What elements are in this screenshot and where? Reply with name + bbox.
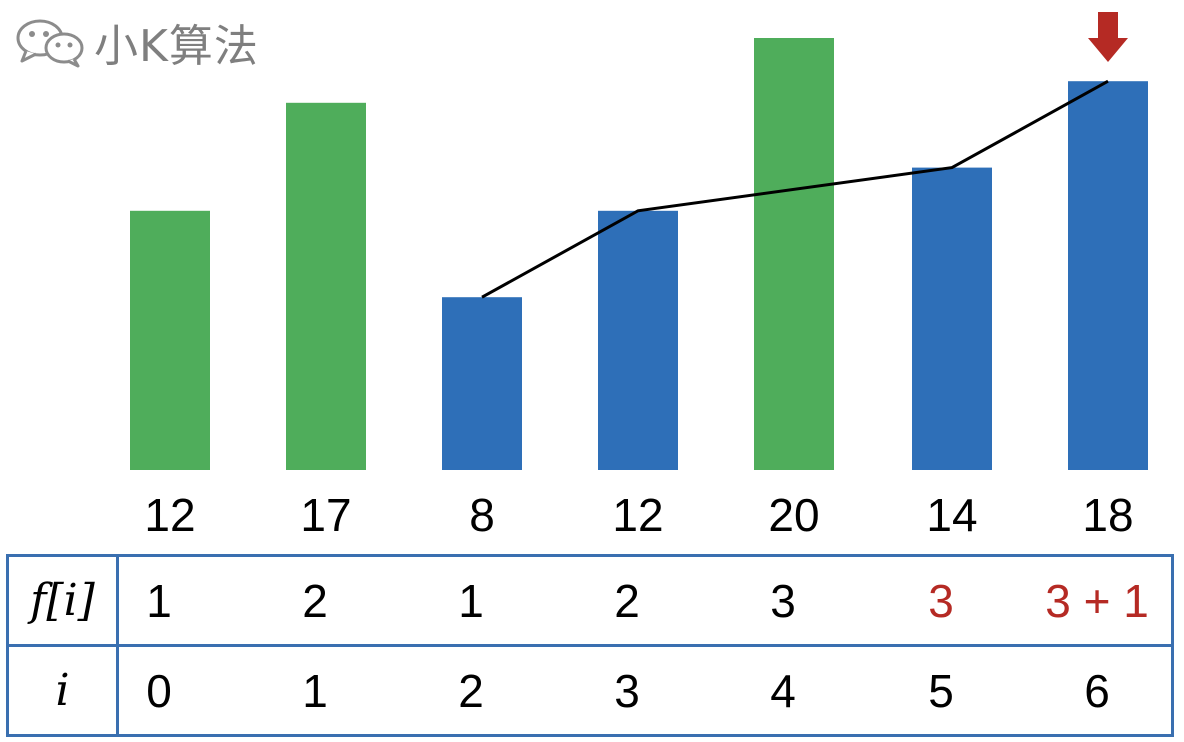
bar-5 (912, 167, 992, 470)
bar-3 (598, 210, 678, 471)
f-cell-2: 1 (458, 574, 484, 627)
row-label-f: f[i] (6, 554, 119, 647)
bar-4 (754, 38, 834, 470)
bar-label-4: 20 (768, 489, 819, 541)
i-cell-5: 5 (928, 664, 954, 717)
watermark-text: 小K算法 (94, 21, 259, 72)
bar-chart: 12 17 8 12 20 14 18 (130, 12, 1148, 541)
bar-1 (286, 102, 366, 471)
i-cell-0: 0 (146, 664, 172, 717)
down-arrow-icon (1088, 12, 1128, 62)
lis-path-line (481, 79, 1109, 299)
bar-label-1: 17 (300, 489, 351, 541)
f-cell-4: 3 (770, 574, 796, 627)
dp-table: f[i] 1 2 1 2 3 3 3 + 1 i 0 1 2 3 4 5 6 (6, 554, 1174, 737)
bar-6 (1068, 81, 1148, 470)
bars-group (130, 38, 1148, 471)
wechat-icon (16, 19, 84, 68)
bar-label-2: 8 (469, 489, 495, 541)
table-row-f: f[i] 1 2 1 2 3 3 3 + 1 (6, 554, 1174, 647)
f-cell-5: 3 (928, 574, 954, 627)
watermark: 小K算法 (14, 12, 259, 72)
i-cell-1: 1 (302, 664, 328, 717)
f-cell-3: 2 (614, 574, 640, 627)
i-cell-2: 2 (458, 664, 484, 717)
bar-label-3: 12 (612, 489, 663, 541)
f-cell-6: 3 + 1 (1045, 574, 1149, 627)
bar-2 (442, 297, 522, 470)
f-cell-1: 2 (302, 574, 328, 627)
i-cell-6: 6 (1084, 664, 1110, 717)
row-label-i: i (6, 644, 119, 737)
bar-labels-group: 12 17 8 12 20 14 18 (144, 489, 1133, 541)
i-cell-3: 3 (614, 664, 640, 717)
bar-label-5: 14 (926, 489, 977, 541)
bar-label-0: 12 (144, 489, 195, 541)
bar-0 (130, 210, 210, 471)
bar-label-6: 18 (1082, 489, 1133, 541)
pointer-arrow (1088, 12, 1128, 62)
f-cell-0: 1 (146, 574, 172, 627)
i-cell-4: 4 (770, 664, 796, 717)
table-row-i: i 0 1 2 3 4 5 6 (6, 644, 1174, 737)
